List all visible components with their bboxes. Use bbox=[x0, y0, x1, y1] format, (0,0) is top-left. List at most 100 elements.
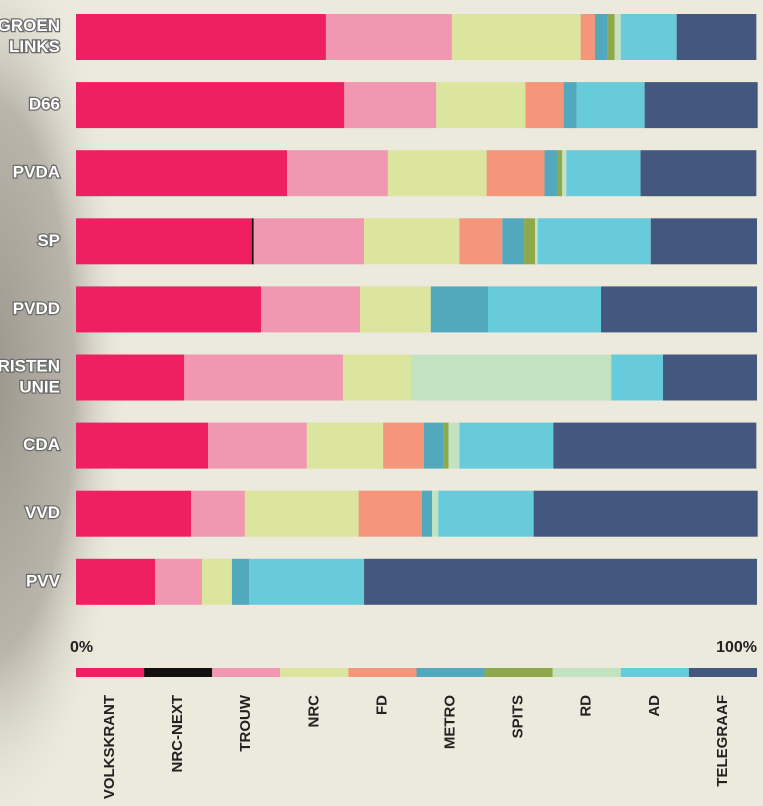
bar-segment bbox=[650, 218, 757, 265]
legend-label: METRO bbox=[442, 695, 459, 749]
category-label: UNIE bbox=[19, 377, 60, 396]
bar-segment bbox=[459, 422, 554, 469]
x-tick-label: 0% bbox=[70, 639, 93, 656]
bar-segment bbox=[562, 150, 567, 197]
bar-segment bbox=[359, 286, 431, 333]
bar-segment bbox=[443, 422, 449, 469]
bar-segment bbox=[344, 82, 437, 129]
bar-segment bbox=[486, 150, 545, 197]
bar-segment bbox=[436, 82, 526, 129]
bar-segment bbox=[566, 150, 641, 197]
bar-segment bbox=[342, 354, 412, 401]
category-label: PVDA bbox=[13, 163, 60, 182]
bar-segment bbox=[601, 286, 757, 333]
legend-swatch bbox=[144, 668, 213, 677]
legend-swatch bbox=[416, 668, 485, 677]
legend-label: RD bbox=[578, 695, 595, 717]
legend-label: TELEGRAAF bbox=[714, 695, 731, 787]
bar-segment bbox=[184, 354, 343, 401]
category-label: CDA bbox=[23, 435, 60, 454]
bar-segment bbox=[76, 218, 252, 265]
bar-segment bbox=[244, 490, 359, 537]
bar-segment bbox=[644, 82, 758, 129]
legend-swatch bbox=[280, 668, 349, 677]
bar-segment bbox=[576, 82, 645, 129]
bar-segment bbox=[248, 558, 365, 605]
bar-segment bbox=[421, 490, 433, 537]
legend-label: AD bbox=[646, 695, 663, 717]
x-tick-label: 100% bbox=[716, 639, 757, 656]
bar-segment bbox=[154, 558, 202, 605]
bar-segment bbox=[76, 422, 209, 469]
legend-swatch bbox=[76, 668, 145, 677]
legend-label: NRC-NEXT bbox=[169, 695, 186, 773]
bar-segment bbox=[614, 14, 621, 60]
bar-segment bbox=[76, 558, 155, 605]
category-label: D66 bbox=[29, 95, 60, 114]
bar-segment bbox=[287, 150, 388, 197]
category-label: RISTEN bbox=[0, 356, 60, 375]
category-label: PVDD bbox=[13, 299, 60, 318]
bar-segment bbox=[76, 150, 288, 197]
bar-segment bbox=[544, 150, 558, 197]
bar-segment bbox=[580, 14, 595, 60]
bar-segment bbox=[358, 490, 422, 537]
bar-segment bbox=[411, 354, 612, 401]
bar-segment bbox=[191, 490, 245, 537]
legend-label: FD bbox=[373, 695, 390, 715]
bar-segment bbox=[325, 14, 452, 60]
category-label: SP bbox=[37, 231, 60, 250]
legend-swatch bbox=[348, 668, 417, 677]
bar-segment bbox=[430, 286, 489, 333]
legend-label: SPITS bbox=[510, 695, 527, 738]
bar-segment bbox=[76, 354, 185, 401]
legend-swatch bbox=[552, 668, 621, 677]
category-label: GROEN bbox=[0, 16, 60, 35]
bar-segment bbox=[663, 354, 757, 401]
bar-segment bbox=[534, 218, 538, 265]
legend-label: NRC bbox=[305, 695, 322, 728]
bar-segment bbox=[76, 490, 192, 537]
plot: GROEN LINKS D66 PVDA SP PVDD RISTEN UNIE CDA VVD P… bbox=[0, 14, 758, 799]
bar-segment bbox=[432, 490, 439, 537]
bar-segment bbox=[563, 82, 577, 129]
bar-segment bbox=[459, 218, 503, 265]
bar-segment bbox=[76, 82, 345, 129]
legend-swatch bbox=[620, 668, 689, 677]
bar-segment bbox=[76, 14, 326, 60]
bar-segment bbox=[451, 14, 581, 60]
legend-swatch bbox=[688, 668, 757, 677]
bar-segment bbox=[537, 218, 651, 265]
bar-segment bbox=[231, 558, 249, 605]
bar-segment bbox=[502, 218, 525, 265]
bar-segment bbox=[306, 422, 384, 469]
bar-segment bbox=[620, 14, 677, 60]
bar-segment bbox=[488, 286, 602, 333]
category-label: LINKS bbox=[9, 37, 60, 56]
category-label: PVV bbox=[26, 571, 61, 590]
bar-segment bbox=[76, 286, 262, 333]
bar-segment bbox=[557, 150, 563, 197]
bar-segment bbox=[201, 558, 232, 605]
bar-segment bbox=[448, 422, 460, 469]
bar-segment bbox=[594, 14, 608, 60]
bar-segment bbox=[524, 218, 535, 265]
bar-segment bbox=[611, 354, 664, 401]
legend-swatch bbox=[212, 668, 281, 677]
bar-segment bbox=[261, 286, 360, 333]
bar-segment bbox=[533, 490, 758, 537]
bar-segment bbox=[676, 14, 757, 60]
bar-segment bbox=[553, 422, 757, 469]
bar-segment bbox=[423, 422, 444, 469]
legend-label: TROUW bbox=[237, 694, 254, 751]
bar-segment bbox=[383, 422, 424, 469]
bar-segment bbox=[525, 82, 564, 129]
bar-segment bbox=[208, 422, 307, 469]
bar-segment bbox=[640, 150, 757, 197]
legend-label: VOLKSKRANT bbox=[101, 695, 118, 799]
bar-segment bbox=[253, 218, 365, 265]
bar-segment bbox=[607, 14, 615, 60]
legend-swatch bbox=[484, 668, 553, 677]
